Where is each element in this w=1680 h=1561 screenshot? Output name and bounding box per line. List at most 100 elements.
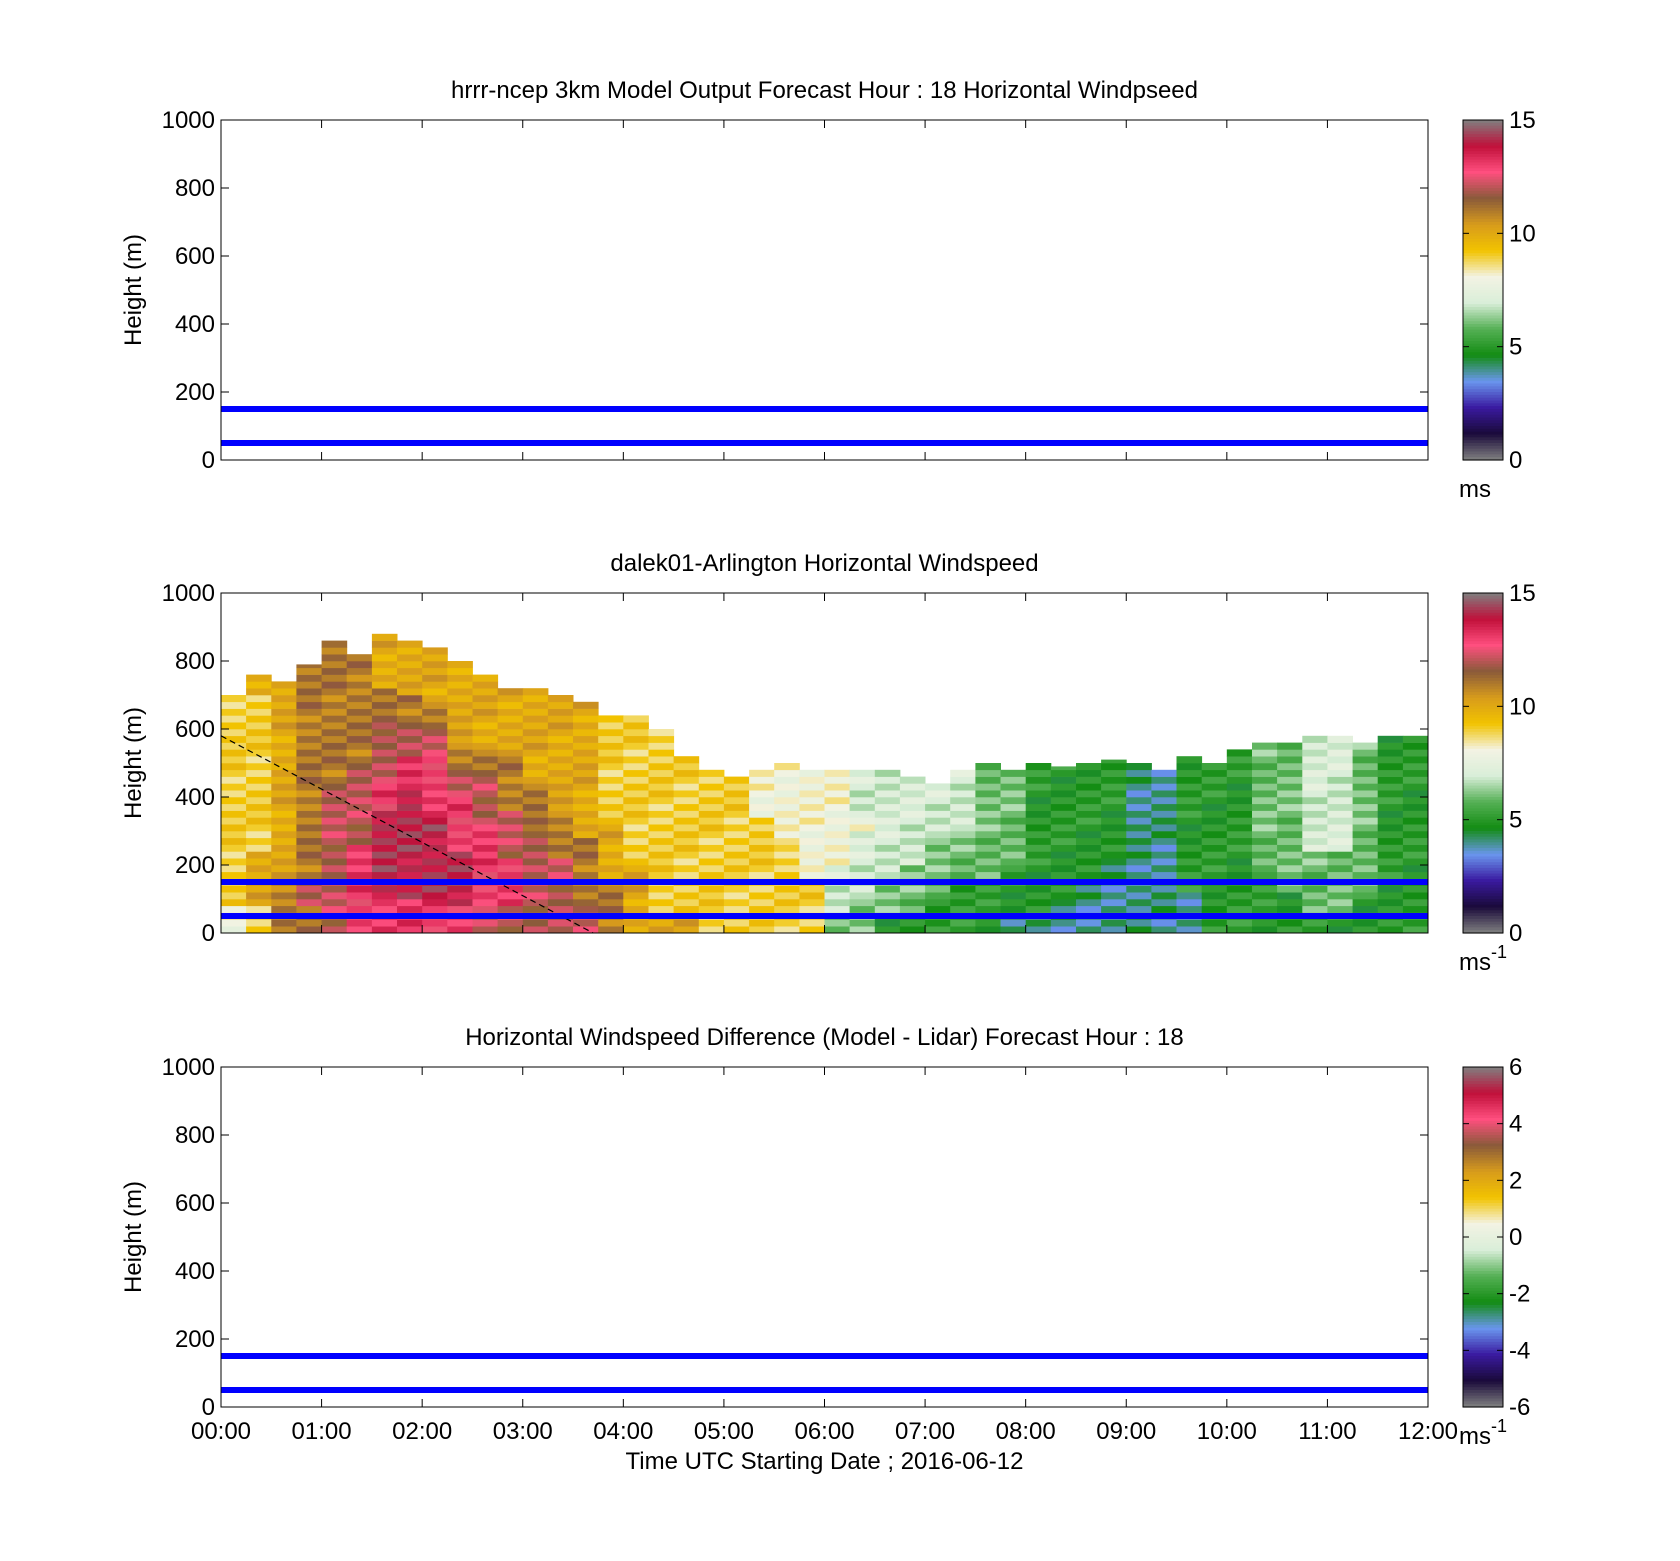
heatmap-cell	[623, 735, 649, 743]
heatmap-cell	[371, 729, 398, 737]
colorbar-swatch	[1463, 190, 1503, 195]
heatmap-cell	[925, 810, 951, 818]
heatmap-cell	[296, 871, 322, 879]
heatmap-cell	[1151, 871, 1177, 879]
colorbar-swatch	[1463, 848, 1503, 852]
heatmap-cell	[1252, 919, 1278, 927]
heatmap-cell	[321, 905, 348, 913]
heatmap-cell	[623, 803, 649, 811]
heatmap-cell	[271, 783, 297, 791]
heatmap-cell	[371, 695, 398, 703]
heatmap-cell	[749, 831, 775, 839]
heatmap-cell	[673, 776, 700, 784]
heatmap-cell	[1352, 817, 1379, 825]
heatmap-cell	[1226, 926, 1253, 934]
heatmap-cell	[447, 695, 473, 703]
colorbar-swatch	[1463, 443, 1503, 447]
heatmap-cell	[975, 817, 1001, 825]
heatmap-cell	[774, 803, 800, 811]
heatmap-cell	[1277, 742, 1303, 750]
heatmap-cell	[1126, 837, 1152, 845]
heatmap-cell	[623, 783, 649, 791]
heatmap-cell	[271, 769, 297, 777]
heatmap-cell	[1302, 803, 1328, 811]
heatmap-cell	[1302, 919, 1328, 927]
heatmap-cell	[321, 776, 348, 784]
heatmap-cell	[1352, 844, 1379, 852]
colorbar-swatch	[1463, 287, 1503, 291]
heatmap-cell	[371, 797, 398, 805]
heatmap-cell	[246, 749, 272, 757]
heatmap-cell	[246, 865, 272, 873]
heatmap-cell	[598, 783, 624, 791]
colorbar-tick-label: 0	[1509, 447, 1522, 474]
heatmap-cell	[573, 776, 599, 784]
heatmap-cell	[1101, 817, 1127, 825]
heatmap-cell	[648, 824, 675, 832]
heatmap-cell	[472, 776, 499, 784]
colorbar-swatch	[1463, 1160, 1503, 1164]
colorbar-swatch	[1463, 315, 1503, 319]
heatmap-cell	[1226, 769, 1253, 777]
heatmap-cell	[598, 905, 624, 913]
colorbar-swatch	[1463, 335, 1503, 339]
heatmap-cell	[371, 776, 398, 784]
heatmap-cell	[522, 756, 549, 764]
heatmap-cell	[874, 885, 901, 893]
heatmap-cell	[447, 926, 473, 934]
colorbar-swatch	[1463, 1333, 1503, 1337]
heatmap-cell	[271, 708, 297, 716]
colorbar-swatch	[1463, 754, 1503, 758]
colorbar-swatch	[1463, 199, 1503, 203]
heatmap-cell	[1101, 844, 1127, 852]
heatmap-cell	[472, 756, 499, 764]
heatmap-cell	[925, 837, 951, 845]
colorbar-swatch	[1463, 1339, 1503, 1343]
heatmap-cell	[397, 790, 423, 798]
colorbar-swatch	[1463, 831, 1503, 835]
heatmap-cell	[246, 844, 272, 852]
heatmap-cell	[950, 899, 976, 907]
colorbar-swatch	[1463, 1336, 1503, 1340]
heatmap-cell	[1000, 831, 1027, 839]
heatmap-cell	[547, 899, 574, 907]
heatmap-cell	[1377, 763, 1404, 771]
heatmap-cell	[899, 899, 926, 907]
heatmap-cell	[547, 742, 574, 750]
colorbar-swatch	[1463, 380, 1503, 385]
heatmap-cell	[925, 885, 951, 893]
heatmap-cell	[849, 892, 876, 900]
heatmap-cell	[975, 905, 1001, 913]
heatmap-cell	[497, 824, 524, 832]
heatmap-cell	[397, 817, 423, 825]
heatmap-cell	[824, 865, 851, 873]
heatmap-cell	[774, 824, 800, 832]
heatmap-cell	[874, 844, 901, 852]
heatmap-cell	[246, 797, 272, 805]
colorbar-swatch	[1463, 666, 1503, 671]
heatmap-cell	[673, 824, 700, 832]
chart-title: hrrr-ncep 3km Model Output Forecast Hour…	[451, 77, 1198, 104]
heatmap-cell	[346, 790, 373, 798]
colorbar-swatch	[1463, 1166, 1503, 1170]
heatmap-cell	[321, 701, 348, 709]
colorbar-swatch	[1463, 610, 1503, 614]
heatmap-cell	[749, 905, 775, 913]
colorbar-swatch	[1463, 1234, 1503, 1238]
heatmap-cell	[698, 831, 725, 839]
heatmap-cell	[1277, 756, 1303, 764]
heatmap-cell	[899, 776, 926, 784]
heatmap-cell	[522, 735, 549, 743]
heatmap-cell	[1101, 837, 1127, 845]
heatmap-cell	[472, 810, 499, 818]
heatmap-cell	[1352, 905, 1379, 913]
heatmap-cell	[547, 749, 574, 757]
heatmap-cell	[447, 769, 473, 777]
colorbar-swatch	[1463, 887, 1503, 892]
heatmap-cell	[1101, 858, 1127, 866]
colorbar-swatch	[1463, 697, 1503, 702]
colorbar-swatch	[1463, 828, 1503, 832]
colorbar-swatch	[1463, 1254, 1503, 1258]
heatmap-cell	[573, 790, 599, 798]
colorbar-swatch	[1463, 822, 1503, 826]
